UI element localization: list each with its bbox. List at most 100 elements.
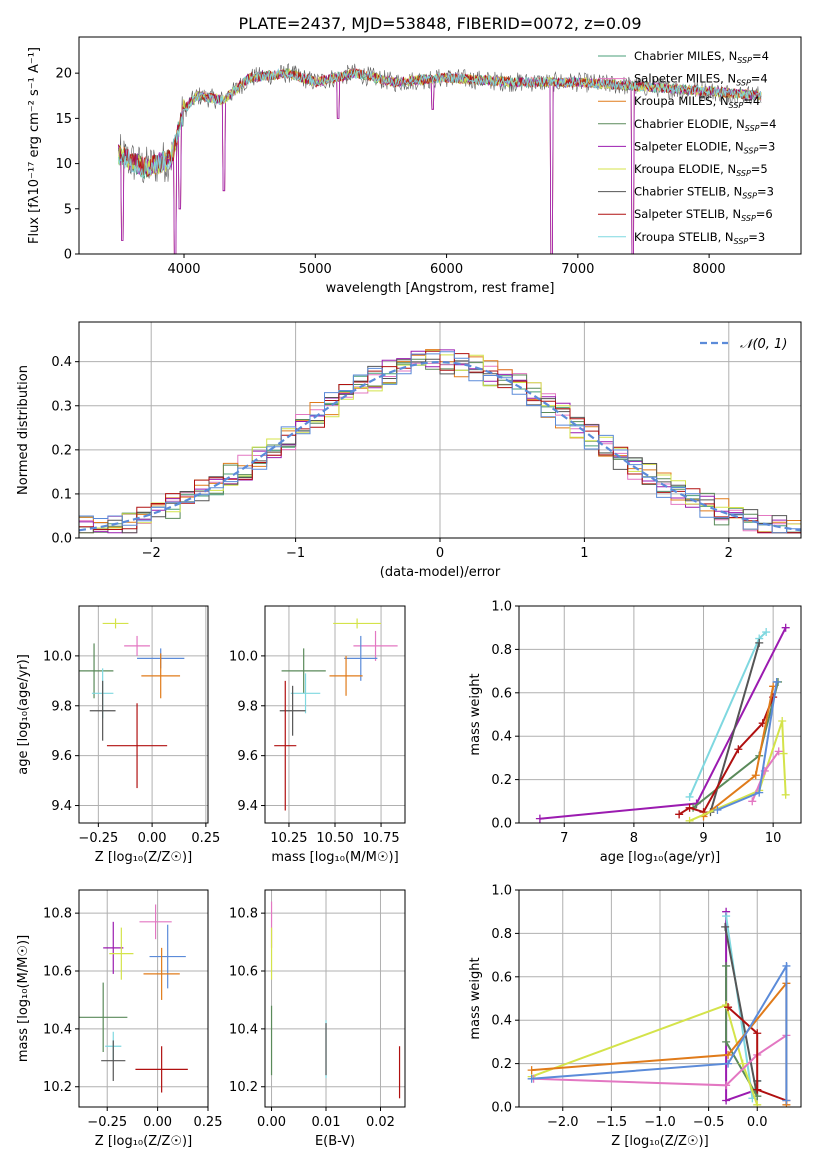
series-marker	[722, 1081, 731, 1090]
y-tick-label: 0.6	[491, 686, 512, 701]
x-axis-label: Z [log₁₀(Z/Z☉)]	[95, 850, 192, 865]
legend-label-text: Salpeter STELIB, N	[634, 207, 741, 221]
series-marker	[762, 628, 771, 637]
y-tick-label: 9.6	[237, 749, 258, 764]
x-tick-label: −0.25	[78, 831, 118, 846]
mass-weight-vs-metallicity-panel: −2.0 −1.5 −1.0 −0.5 0.0 0.0 0.2 0.4 0.6 0.8 1.0 Z […	[468, 884, 802, 1149]
series-line	[531, 1003, 759, 1106]
y-tick-label: 1.0	[491, 884, 512, 899]
x-tick-label: 0	[436, 546, 444, 561]
legend-suffix: =3	[758, 139, 775, 153]
errorbar-point	[106, 703, 168, 789]
series-marker	[527, 1074, 536, 1083]
x-tick-label: 7	[560, 831, 568, 846]
legend-suffix: =4	[760, 117, 777, 131]
x-tick-label: −1	[286, 546, 305, 561]
errorbar-point	[143, 947, 180, 1000]
y-tick-label: 0.0	[491, 1101, 512, 1116]
legend-subscript: SSP	[742, 192, 757, 201]
errorbar-point	[344, 635, 378, 681]
y-tick-label: 0.2	[491, 773, 512, 788]
x-tick-label: 2	[725, 546, 733, 561]
x-tick-label: 0.0	[747, 1115, 768, 1130]
errorbar-point	[290, 673, 321, 714]
age-vs-metallicity-panel: −0.25 0.00 0.25 9.4 9.6 9.8 10.0 Z [log₁₀(Z/Z☉)…	[16, 605, 220, 865]
series-marker	[774, 747, 783, 756]
x-tick-label: 0.01	[312, 1115, 341, 1130]
y-axis-label: Normed distribution	[16, 365, 31, 495]
errorbar-point	[141, 653, 181, 699]
x-tick-label: 0.00	[143, 1115, 172, 1130]
y-tick-label: 0.3	[51, 399, 72, 414]
y-tick-label: 15	[55, 112, 72, 127]
series-marker	[675, 810, 684, 819]
figure-title: PLATE=2437, MJD=53848, FIBERID=0072, z=0…	[238, 14, 641, 33]
x-tick-label: 7000	[561, 262, 594, 277]
y-axis-label: Flux [fλ10⁻¹⁷ erg cm⁻² s⁻¹ A⁻¹]	[27, 47, 42, 244]
x-axis-label: wavelength [Angstrom, rest frame]	[326, 281, 555, 296]
series-marker	[685, 792, 694, 801]
x-axis-label: Z [log₁₀(Z/Z☉)]	[611, 1134, 708, 1149]
y-tick-label: 10.4	[43, 1022, 72, 1037]
legend-entry-label: Salpeter STELIB, NSSP=6	[634, 207, 773, 223]
x-tick-label: 0.25	[194, 1115, 223, 1130]
series-marker	[782, 1096, 791, 1105]
y-tick-label: 10	[55, 157, 72, 172]
y-tick-label: 10.8	[229, 907, 258, 922]
plot-area	[118, 63, 762, 254]
series-line	[531, 962, 788, 1101]
legend-subscript: SSP	[736, 169, 751, 178]
legend-label-text: Salpeter MILES, N	[634, 72, 736, 86]
legend-label-text: Salpeter ELODIE, N	[634, 139, 744, 153]
series-marker	[535, 814, 544, 823]
errorbar-point	[139, 904, 172, 940]
legend-label-text: Chabrier STELIB, N	[634, 185, 742, 199]
y-tick-label: 9.8	[237, 699, 258, 714]
legend-entry-label: Salpeter ELODIE, NSSP=3	[634, 139, 775, 155]
series-marker	[755, 638, 764, 647]
axes-frame	[518, 605, 802, 824]
legend-entry-label: Chabrier ELODIE, NSSP=4	[634, 117, 776, 133]
series-marker	[738, 1059, 747, 1068]
legend-subscript: SSP	[741, 214, 756, 223]
y-tick-label: 0.0	[491, 817, 512, 832]
mass-weight-vs-age-panel: 7 8 9 10 0.0 0.2 0.4 0.6 0.8 1.0 age [log₁₀(age/yr…	[468, 600, 802, 865]
series-marker	[722, 912, 731, 921]
y-tick-label: 0.4	[51, 355, 72, 370]
legend-suffix: =4	[752, 49, 769, 63]
series-marker	[753, 1085, 762, 1094]
y-tick-label: 0.8	[491, 927, 512, 942]
plot-area	[79, 322, 801, 538]
y-tick-label: 0.4	[491, 1014, 512, 1029]
residuals-panel: −2 −1 0 1 2 0.0 0.1 0.2 0.3 0.4 (data-model)/error…	[16, 321, 802, 580]
x-tick-label: −1.5	[596, 1115, 628, 1130]
legend-label-text: Kroupa ELODIE, N	[634, 162, 736, 176]
x-tick-label: 0.25	[191, 831, 220, 846]
y-axis-label: mass weight	[468, 673, 483, 755]
legend-label-text: Kroupa MILES, N	[634, 94, 729, 108]
legend-suffix: =6	[756, 207, 773, 221]
plot-area	[79, 890, 208, 1107]
errorbar-point	[149, 924, 186, 989]
y-tick-label: 0.8	[491, 643, 512, 658]
series-marker	[772, 677, 781, 686]
y-tick-label: 10.2	[43, 1080, 72, 1095]
mass-vs-extinction-panel: 0.00 0.01 0.02 10.2 10.4 10.6 10.8 E(B-V)	[229, 889, 406, 1149]
y-tick-label: 10.4	[229, 1022, 258, 1037]
y-tick-label: 9.4	[51, 799, 72, 814]
errorbar-point	[274, 680, 297, 811]
x-tick-label: 10.75	[362, 831, 399, 846]
legend-suffix: =4	[743, 94, 760, 108]
errorbar-point	[135, 1046, 188, 1093]
plot-area	[79, 606, 208, 823]
x-axis-label: age [log₁₀(age/yr)]	[600, 850, 721, 865]
y-tick-label: 10.0	[229, 649, 258, 664]
x-tick-label: 0.00	[138, 831, 167, 846]
x-tick-label: −0.5	[693, 1115, 725, 1130]
axes-frame	[78, 889, 209, 1108]
axes-frame	[264, 605, 406, 824]
errorbar-point	[279, 685, 306, 736]
series-marker	[722, 961, 731, 970]
normal-curve	[79, 360, 801, 532]
plot-area	[519, 890, 801, 1107]
